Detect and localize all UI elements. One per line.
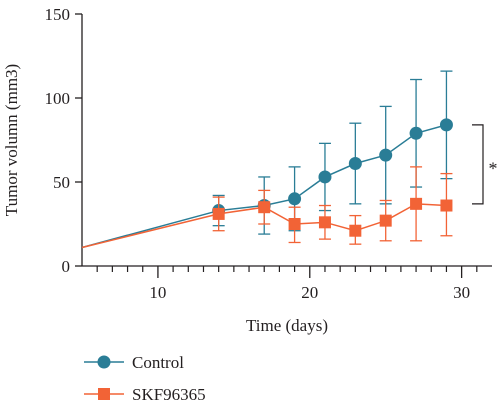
legend: Control SKF96365 bbox=[84, 353, 206, 404]
significance-star: * bbox=[489, 158, 498, 178]
data-point-skf96365 bbox=[349, 224, 362, 237]
plot-area bbox=[81, 70, 453, 249]
significance-bracket: * bbox=[472, 124, 498, 205]
y-tick-label: 0 bbox=[62, 257, 71, 276]
data-point-skf96365 bbox=[440, 199, 453, 212]
data-point-skf96365 bbox=[379, 214, 392, 227]
data-point-skf96365 bbox=[410, 197, 423, 210]
y-axis-label: Tumor volumn (mm3) bbox=[2, 64, 21, 216]
data-point-skf96365 bbox=[212, 207, 225, 220]
y-ticks: 0 50 100 150 bbox=[45, 5, 82, 276]
data-point-control bbox=[318, 170, 332, 184]
data-point-control bbox=[348, 157, 362, 171]
x-tick-label: 10 bbox=[149, 283, 166, 302]
x-ticks: 10 20 30 bbox=[96, 266, 478, 302]
y-tick-label: 100 bbox=[45, 89, 71, 108]
legend-item-skf96365: SKF96365 bbox=[84, 385, 206, 404]
x-tick-label: 30 bbox=[453, 283, 470, 302]
data-point-control bbox=[288, 192, 302, 206]
y-tick-label: 50 bbox=[53, 173, 70, 192]
x-axis-label: Time (days) bbox=[246, 316, 328, 335]
x-tick-label: 20 bbox=[301, 283, 318, 302]
legend-label-skf96365: SKF96365 bbox=[132, 385, 206, 404]
y-tick-label: 150 bbox=[45, 5, 71, 24]
legend-marker-control bbox=[97, 355, 111, 369]
significance-bracket-line bbox=[472, 124, 484, 205]
legend-item-control: Control bbox=[84, 353, 184, 372]
series-skf96365 bbox=[81, 166, 453, 249]
legend-label-control: Control bbox=[132, 353, 184, 372]
data-point-control bbox=[439, 118, 453, 132]
data-point-skf96365 bbox=[258, 201, 271, 214]
data-point-control bbox=[379, 148, 393, 162]
data-point-skf96365 bbox=[318, 216, 331, 229]
axes: 0 50 100 150 10 20 30 bbox=[45, 5, 492, 302]
data-point-control bbox=[409, 126, 423, 140]
legend-marker-skf96365 bbox=[98, 388, 110, 400]
data-point-skf96365 bbox=[288, 218, 301, 230]
series-control bbox=[81, 70, 453, 249]
